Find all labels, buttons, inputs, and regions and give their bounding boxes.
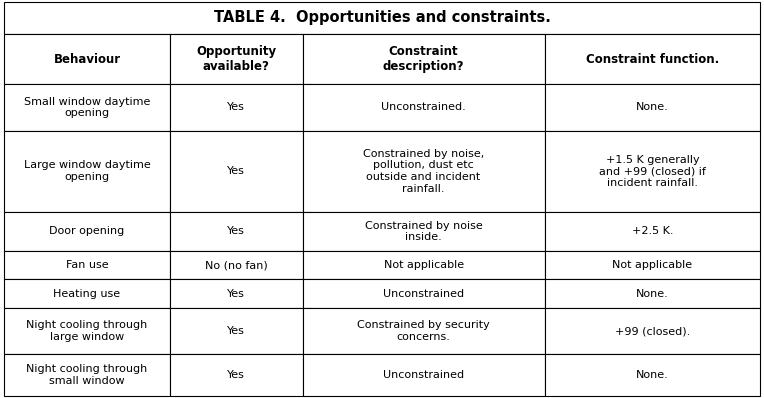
Bar <box>170 212 303 251</box>
Text: Yes: Yes <box>228 326 245 336</box>
Text: +1.5 K generally
and +99 (closed) if
incident rainfall.: +1.5 K generally and +99 (closed) if inc… <box>599 155 706 188</box>
Text: Large window daytime
opening: Large window daytime opening <box>24 160 151 182</box>
Bar <box>545 212 760 251</box>
Text: Heating use: Heating use <box>53 289 121 298</box>
Text: TABLE 4.  Opportunities and constraints.: TABLE 4. Opportunities and constraints. <box>214 10 550 25</box>
Text: None.: None. <box>636 102 668 112</box>
Bar <box>4 308 170 354</box>
Bar <box>303 34 545 84</box>
Text: Night cooling through
small window: Night cooling through small window <box>27 364 147 386</box>
Bar <box>4 84 170 131</box>
Bar <box>545 84 760 131</box>
Bar <box>545 251 760 279</box>
Bar <box>303 212 545 251</box>
Bar <box>170 354 303 396</box>
Text: Constraint
description?: Constraint description? <box>383 45 465 73</box>
Text: Yes: Yes <box>228 289 245 298</box>
Text: Not applicable: Not applicable <box>612 260 692 270</box>
Text: Not applicable: Not applicable <box>384 260 464 270</box>
Bar <box>4 34 170 84</box>
Text: Unconstrained: Unconstrained <box>383 370 465 380</box>
Bar <box>170 131 303 212</box>
Text: Door opening: Door opening <box>50 226 125 236</box>
Bar <box>545 308 760 354</box>
Text: Yes: Yes <box>228 102 245 112</box>
Bar <box>303 251 545 279</box>
Text: Constrained by security
concerns.: Constrained by security concerns. <box>358 320 490 342</box>
Bar <box>170 251 303 279</box>
Bar <box>4 131 170 212</box>
Text: Night cooling through
large window: Night cooling through large window <box>27 320 147 342</box>
Text: None.: None. <box>636 370 668 380</box>
Bar <box>545 131 760 212</box>
Text: +99 (closed).: +99 (closed). <box>615 326 690 336</box>
Bar <box>303 279 545 308</box>
Bar <box>4 279 170 308</box>
Text: Constrained by noise
inside.: Constrained by noise inside. <box>364 220 483 242</box>
Text: Opportunity
available?: Opportunity available? <box>196 45 277 73</box>
Text: Yes: Yes <box>228 370 245 380</box>
Bar <box>303 131 545 212</box>
Text: Constrained by noise,
pollution, dust etc
outside and incident
rainfall.: Constrained by noise, pollution, dust et… <box>363 149 484 194</box>
Bar <box>4 212 170 251</box>
Bar <box>4 251 170 279</box>
Text: No (no fan): No (no fan) <box>205 260 267 270</box>
Text: Fan use: Fan use <box>66 260 108 270</box>
Text: Yes: Yes <box>228 166 245 176</box>
Text: +2.5 K.: +2.5 K. <box>632 226 673 236</box>
Text: Yes: Yes <box>228 226 245 236</box>
Bar <box>303 354 545 396</box>
Bar <box>4 354 170 396</box>
Bar <box>4 2 760 34</box>
Bar <box>170 34 303 84</box>
Bar <box>545 279 760 308</box>
Bar <box>545 354 760 396</box>
Bar <box>170 84 303 131</box>
Bar <box>303 308 545 354</box>
Text: Unconstrained.: Unconstrained. <box>381 102 466 112</box>
Text: Unconstrained: Unconstrained <box>383 289 465 298</box>
Text: Small window daytime
opening: Small window daytime opening <box>24 97 151 118</box>
Text: Behaviour: Behaviour <box>53 53 121 66</box>
Bar <box>170 308 303 354</box>
Bar <box>170 279 303 308</box>
Bar <box>545 34 760 84</box>
Text: Constraint function.: Constraint function. <box>586 53 719 66</box>
Bar <box>303 84 545 131</box>
Text: None.: None. <box>636 289 668 298</box>
